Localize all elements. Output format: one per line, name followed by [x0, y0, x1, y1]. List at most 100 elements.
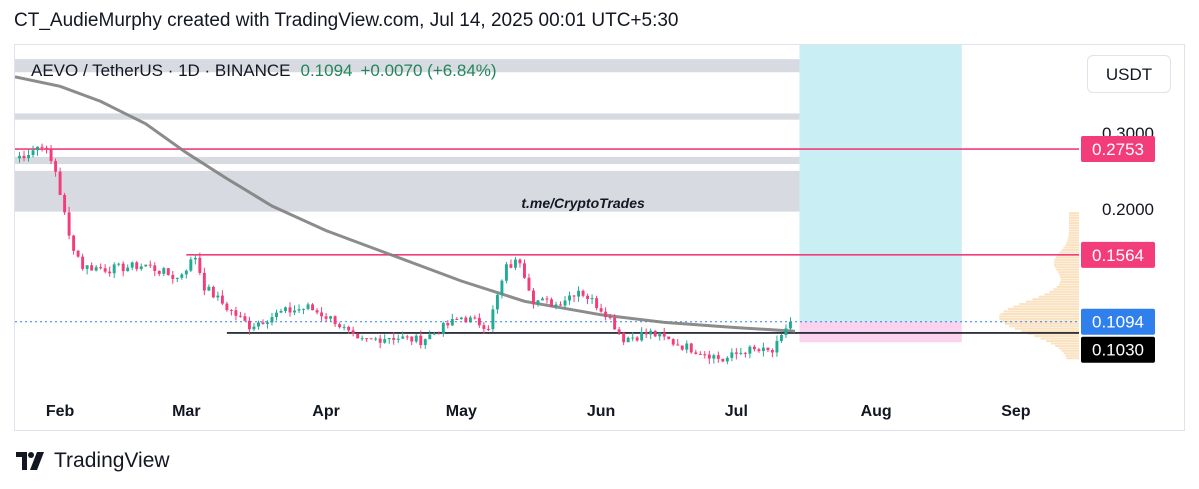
x-tick-label: Jul	[725, 403, 748, 420]
candle-body	[81, 256, 85, 269]
volume-profile-bar	[1068, 236, 1079, 239]
candle-body	[347, 326, 351, 331]
candle-body	[202, 272, 206, 291]
volume-profile-bar	[1054, 263, 1079, 266]
volume-profile-bar	[1058, 283, 1079, 286]
candle-body	[631, 337, 635, 339]
candle-body	[572, 295, 576, 297]
candle-body	[279, 310, 283, 313]
volume-profile-bar	[1007, 308, 1079, 311]
candle-body	[428, 334, 432, 340]
x-tick-label: Apr	[312, 403, 340, 420]
candle-body	[85, 265, 89, 269]
candle-body	[743, 352, 747, 354]
volume-profile-bar	[1068, 221, 1079, 224]
volume-profile-bar	[1038, 295, 1079, 298]
volume-profile-bar	[1055, 256, 1079, 259]
candle-body	[694, 352, 698, 354]
currency-button[interactable]: USDT	[1087, 55, 1171, 93]
candle-body	[36, 146, 40, 151]
volume-profile-bar	[1021, 330, 1079, 333]
candle-body	[193, 257, 197, 260]
volume-profile-bar	[1009, 325, 1079, 328]
candle-body	[234, 310, 238, 316]
candle-body	[211, 286, 215, 298]
candle-body	[712, 355, 716, 359]
candle-body	[329, 316, 333, 319]
candle-body	[374, 338, 378, 340]
volume-profile-bar	[1068, 231, 1079, 234]
candle-body	[72, 235, 76, 251]
volume-profile-bar	[1061, 249, 1079, 252]
candle-body	[302, 308, 306, 310]
volume-profile-bar	[1032, 298, 1079, 301]
candle-body	[18, 155, 21, 159]
candle-body	[126, 267, 130, 272]
candle-body	[266, 322, 269, 324]
candle-body	[162, 268, 166, 274]
candle-body	[559, 304, 562, 306]
candle-body	[135, 262, 139, 270]
y-tick-label: 0.2000	[1102, 200, 1154, 219]
candle-body	[649, 330, 653, 335]
candle-body	[324, 316, 328, 319]
candle-body	[752, 346, 756, 350]
x-tick-label: May	[446, 403, 477, 420]
volume-profile-bar	[1056, 285, 1079, 288]
volume-profile-bar	[1056, 268, 1079, 271]
volume-profile-bar	[1068, 217, 1079, 220]
candle-body	[446, 323, 450, 326]
candle-body	[432, 333, 436, 335]
price-tag-label: 0.1094	[1092, 313, 1144, 332]
candle-body	[536, 300, 540, 305]
candle-body	[419, 335, 423, 346]
symbol-name: AEVO / TetherUS · 1D · BINANCE	[31, 61, 291, 80]
candle-body	[171, 275, 175, 279]
candle-body	[563, 300, 567, 306]
volume-profile-bar	[1025, 300, 1079, 303]
candle-body	[595, 298, 599, 309]
price-change: +0.0070 (+6.84%)	[360, 61, 497, 80]
footer: TradingView	[16, 449, 170, 473]
candle-body	[437, 333, 441, 335]
candle-body	[784, 328, 788, 335]
candle-body	[207, 286, 211, 291]
moving-average-line	[15, 75, 796, 333]
x-tick-label: Mar	[172, 403, 200, 420]
candle-body	[157, 270, 161, 274]
volume-profile-bar	[1046, 340, 1079, 343]
volume-profile-bar	[1058, 347, 1079, 350]
candle-body	[311, 304, 315, 311]
candle-body	[748, 346, 752, 354]
candle-body	[477, 317, 481, 326]
symbol-info: AEVO / TetherUS · 1D · BINANCE 0.1094 +0.0…	[31, 61, 497, 81]
volume-profile-bar	[1044, 293, 1079, 296]
candle-body	[198, 257, 202, 273]
price-chart[interactable]: t.me/CryptoTrades Feb Mar Apr May Jun Jul Aug Se…	[15, 45, 1185, 431]
candle-body	[338, 324, 342, 328]
candle-body	[441, 323, 445, 335]
candle-body	[640, 332, 644, 341]
x-tick-label: Sep	[1001, 403, 1031, 420]
candle-body	[275, 312, 278, 318]
supply-zone	[15, 156, 800, 165]
candle-body	[297, 309, 301, 311]
volume-profile-bar	[1049, 290, 1079, 293]
x-tick-label: Jun	[587, 403, 615, 420]
volume-profile-bar	[1068, 212, 1079, 215]
volume-profile-bar	[1068, 219, 1079, 222]
candle-body	[383, 339, 387, 343]
candle-body	[703, 354, 707, 356]
volume-profile-bar	[1060, 280, 1079, 283]
volume-profile-bar	[1040, 337, 1079, 340]
candle-body	[94, 267, 98, 271]
candle-body	[644, 332, 648, 335]
volume-profile-bar	[1068, 234, 1079, 237]
candle-body	[532, 290, 535, 305]
candle-body	[590, 298, 594, 300]
candle-body	[689, 343, 693, 353]
candle-body	[405, 336, 409, 338]
candle-body	[658, 332, 662, 337]
chart-panel[interactable]: t.me/CryptoTrades Feb Mar Apr May Jun Jul Aug Se…	[14, 44, 1185, 431]
candle-body	[423, 339, 427, 346]
